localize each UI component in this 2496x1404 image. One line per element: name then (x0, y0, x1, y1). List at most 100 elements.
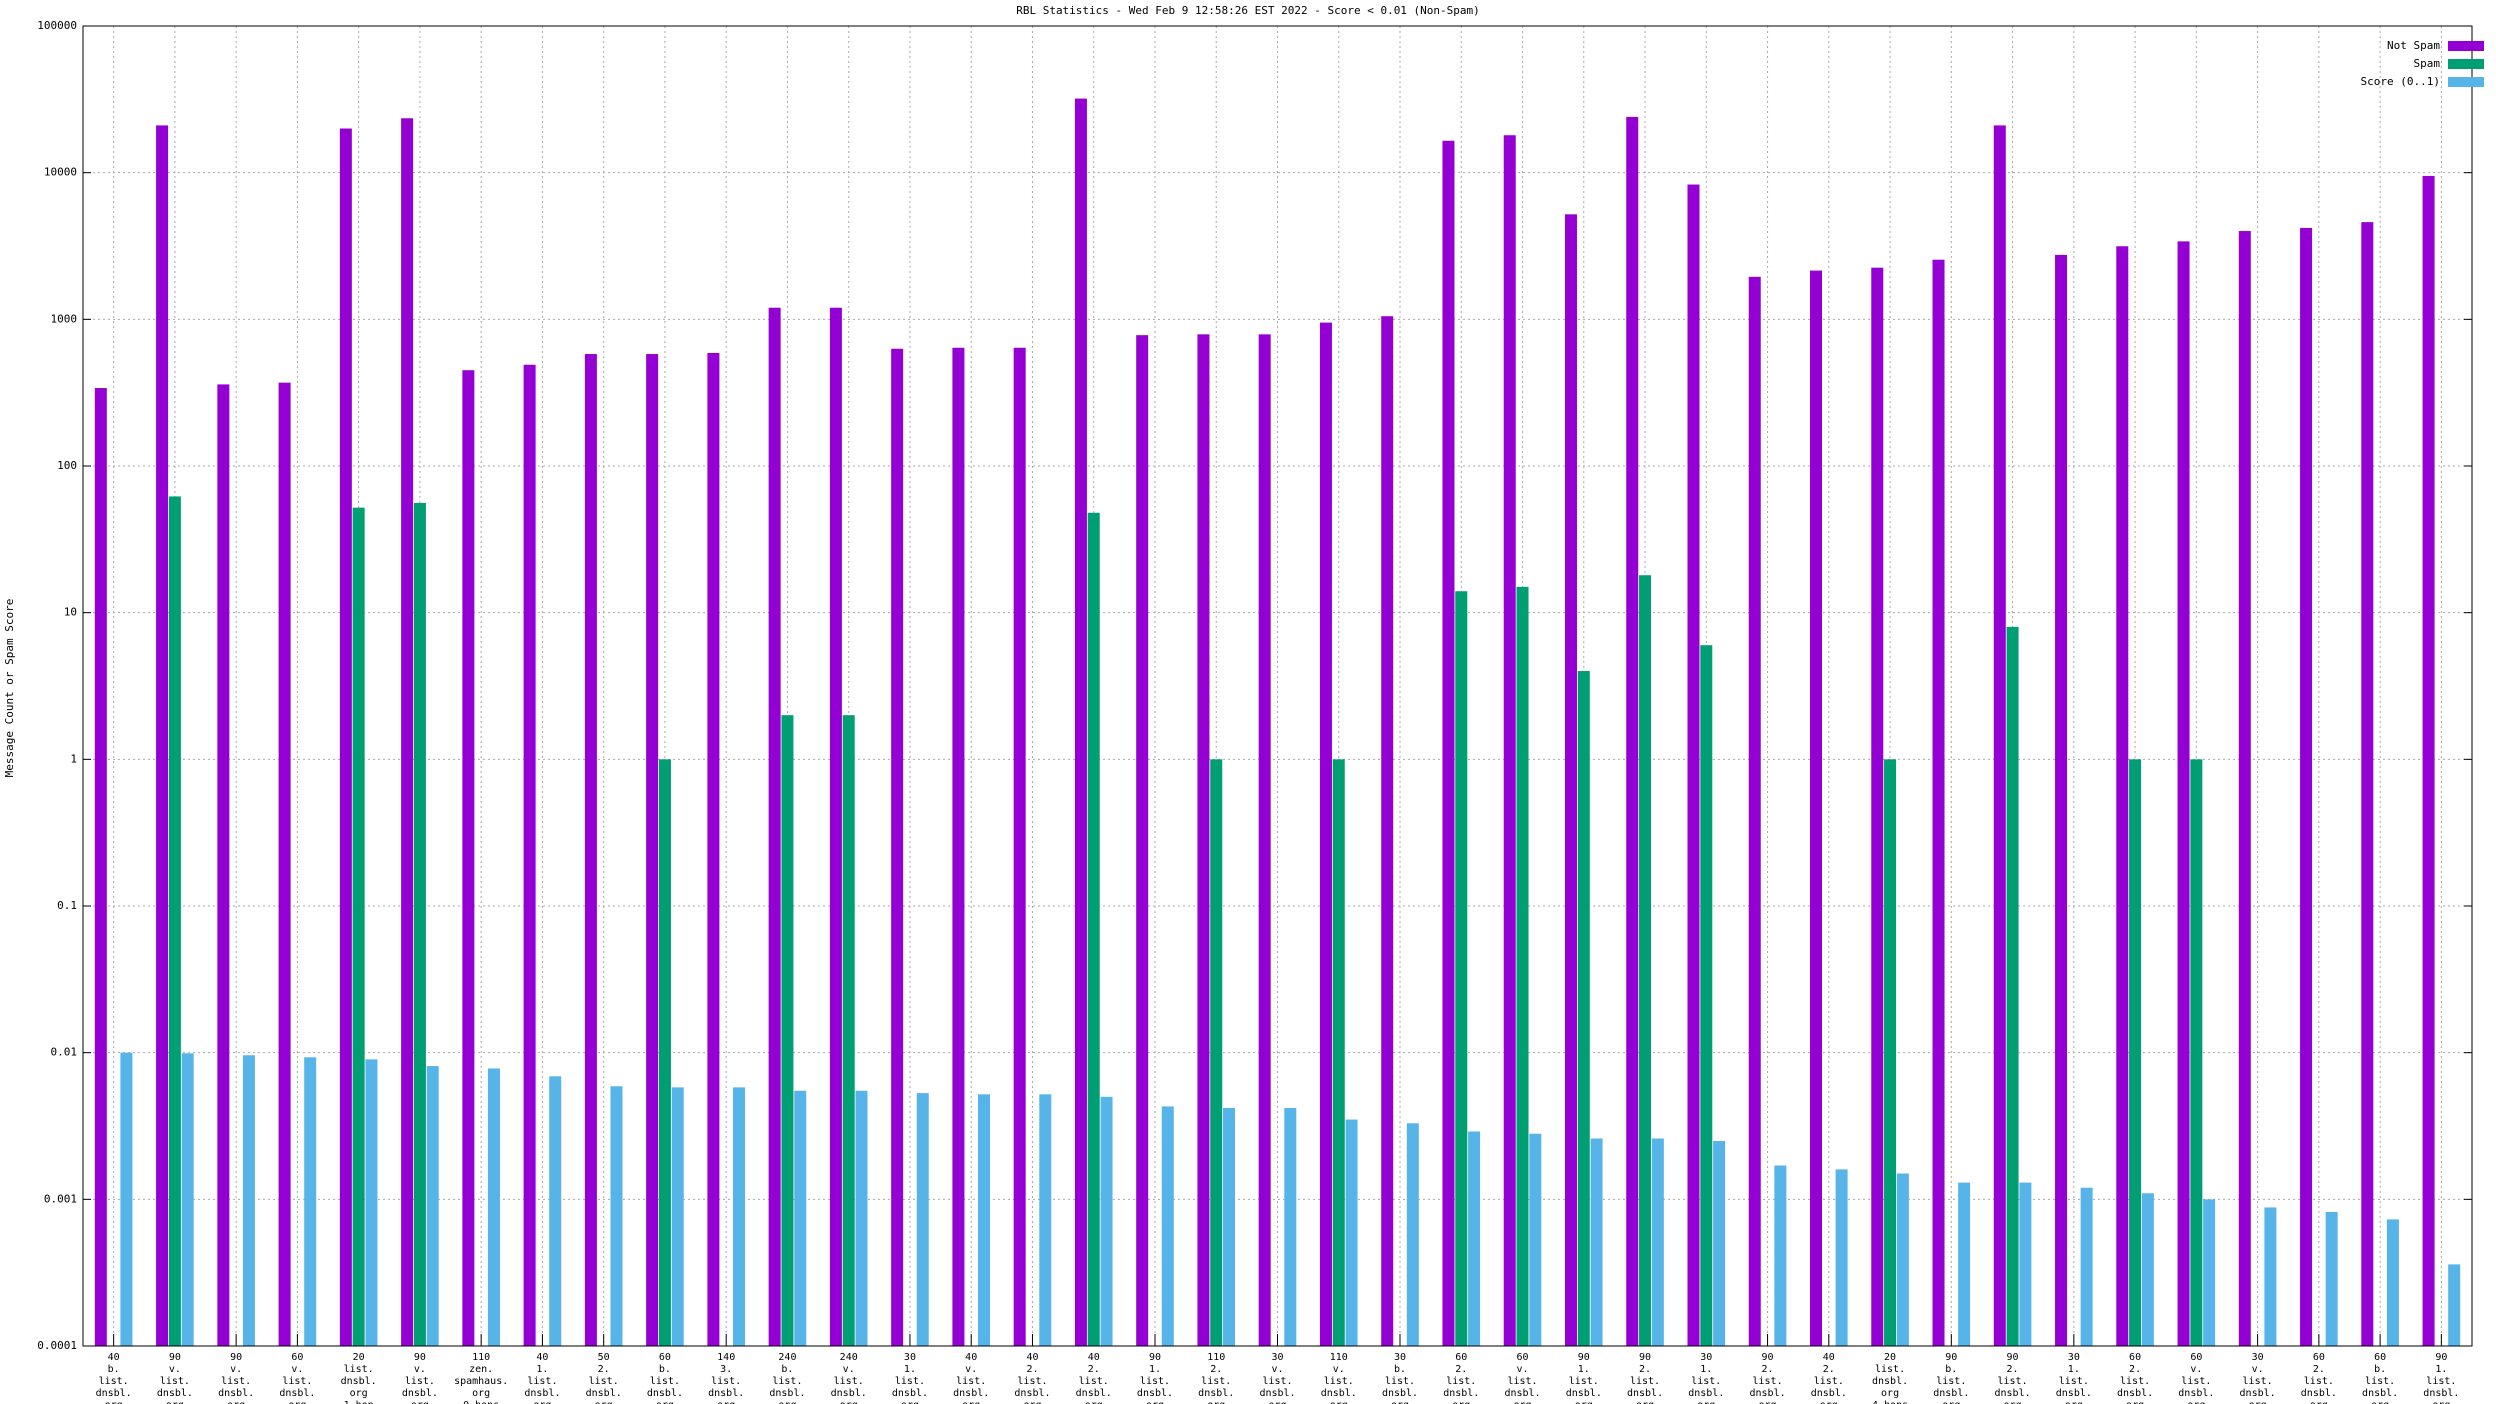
bar (1319, 322, 1332, 1346)
bar (952, 347, 965, 1347)
bar (2141, 1193, 2154, 1346)
bar (1468, 1131, 1481, 1346)
bar (1774, 1165, 1787, 1346)
y-tick-label: 0.001 (44, 1192, 77, 1205)
legend-label: Not Spam (2387, 39, 2440, 52)
bar (2019, 1182, 2032, 1346)
x-tick-label: 60 v. list. dnsbl. org 2 hops (2178, 1352, 2215, 1404)
bar (1564, 214, 1577, 1347)
bar (2325, 1211, 2338, 1346)
bar (487, 1068, 500, 1346)
x-tick-label: 40 2. list. dnsbl. org origin (1075, 1352, 1112, 1404)
y-axis-label: Message Count or Spam Score (3, 599, 16, 778)
bar (1258, 334, 1271, 1346)
bar (829, 307, 842, 1346)
x-tick-label: 90 v. list. dnsbl. org 5 hops (218, 1352, 255, 1404)
chart-title: RBL Statistics - Wed Feb 9 12:58:26 EST … (1016, 4, 1480, 17)
bar (1713, 1140, 1726, 1346)
x-tick-label: 90 2. list. dnsbl. org 1 hop (1626, 1352, 1664, 1404)
bar (671, 1087, 684, 1346)
x-tick-label: 60 2. list. dnsbl. org origin (2300, 1352, 2337, 1404)
bar (2055, 254, 2068, 1347)
x-tick-label: 60 v. list. dnsbl. org 3 hops (279, 1352, 316, 1404)
plot-frame (82, 25, 2473, 1347)
bar (462, 370, 475, 1346)
bar (2264, 1207, 2277, 1346)
bar (2116, 246, 2129, 1346)
bar (732, 1087, 745, 1346)
x-tick-label: 30 v. list. dnsbl. org 4 hops (1259, 1352, 1296, 1404)
x-tick-label: 90 b. list. dnsbl. org 4 hops (1933, 1352, 1970, 1404)
bar (1406, 1123, 1419, 1346)
bar (2190, 759, 2203, 1346)
bar (2006, 626, 2019, 1346)
y-tick-label: 10 (64, 606, 77, 619)
x-tick-label: 110 2. list. dnsbl. org 3 hops (1198, 1352, 1235, 1404)
bar (168, 496, 181, 1346)
bar (1332, 759, 1345, 1346)
bar (242, 1055, 255, 1346)
x-tick-label: 30 b. list. dnsbl. org 3 hops (1381, 1352, 1419, 1404)
y-tick-label: 1000 (51, 312, 78, 325)
legend-label: Score (0..1) (2361, 75, 2440, 88)
x-tick-label: 40 2. list. dnsbl. org 3 hops (1014, 1352, 1051, 1404)
x-tick-label: 110 v. list. dnsbl. org 3 hops (1320, 1352, 1357, 1404)
x-tick-label: 40 1. list. dnsbl. org origin (524, 1352, 561, 1404)
bar (304, 1057, 317, 1346)
bar (1087, 512, 1100, 1346)
bar (1835, 1169, 1848, 1346)
x-tick-label: 90 1. list. dnsbl. org 3 hops (1136, 1352, 1174, 1404)
bar (352, 507, 365, 1346)
bar (523, 364, 536, 1346)
legend-label: Spam (2414, 57, 2441, 70)
x-tick-label: 30 1. list. dnsbl. org 3 hops (2055, 1352, 2092, 1404)
bar (1345, 1119, 1358, 1346)
x-tick-label: 20 list. dnsbl. org 4 hops (1872, 1352, 1909, 1404)
x-tick-label: 60 b. list. dnsbl. org 1 hop (646, 1352, 683, 1404)
bar (794, 1090, 807, 1346)
bar (855, 1090, 868, 1346)
bar (1810, 270, 1823, 1346)
bar (1626, 116, 1639, 1347)
y-tick-label: 100000 (37, 19, 77, 32)
x-tick-label: 30 1. list. dnsbl. org 4 hops (891, 1352, 929, 1404)
bar (707, 352, 720, 1346)
y-tick-label: 0.0001 (37, 1339, 77, 1352)
bar (1529, 1133, 1542, 1346)
bar (1884, 759, 1897, 1346)
x-tick-label: 20 list. dnsbl. org 1 hop (340, 1352, 377, 1404)
bar (1993, 125, 2006, 1346)
bar (1136, 335, 1149, 1347)
x-tick-label: 90 2. list. dnsbl. org 4 hops (1749, 1352, 1786, 1404)
bar (2386, 1219, 2399, 1346)
x-tick-label: 40 2. list. dnsbl. org 2 hops (1810, 1352, 1847, 1404)
x-tick-label: 40 v. list. dnsbl. org 3 hops (953, 1352, 990, 1404)
bar (1748, 276, 1761, 1346)
bar (94, 388, 107, 1346)
bar (1223, 1107, 1236, 1346)
x-tick-label: 240 v. list. dnsbl. org 1 hop (830, 1352, 867, 1404)
x-tick-label: 90 2. list. dnsbl. org 2 hops (1994, 1352, 2031, 1404)
x-tick-label: 60 2. list. dnsbl. org 2 hops (2117, 1352, 2154, 1404)
bar (426, 1066, 439, 1346)
bar (1871, 267, 1884, 1346)
bar (1932, 259, 1945, 1347)
bar (1039, 1094, 1052, 1346)
x-tick-label: 30 1. list. dnsbl. org 2 hops (1688, 1352, 1725, 1404)
bar (584, 354, 597, 1347)
bar (365, 1059, 378, 1346)
bar (1100, 1096, 1113, 1346)
bar (2238, 231, 2251, 1346)
bar (120, 1052, 133, 1346)
bar (1577, 671, 1590, 1346)
x-tick-label: 40 b. list. dnsbl. org origin (95, 1352, 132, 1404)
x-tick-label: 90 v. list. dnsbl. org 1 hop (401, 1352, 438, 1404)
bar (1639, 575, 1652, 1346)
bar (278, 382, 291, 1346)
y-tick-label: 0.01 (51, 1046, 78, 1059)
bar (1503, 135, 1516, 1347)
x-tick-label: 240 b. list. dnsbl. org 1 hop (769, 1352, 806, 1404)
bar (978, 1094, 991, 1346)
x-tick-label: 50 2. list. dnsbl. org 2 hops (585, 1352, 622, 1404)
